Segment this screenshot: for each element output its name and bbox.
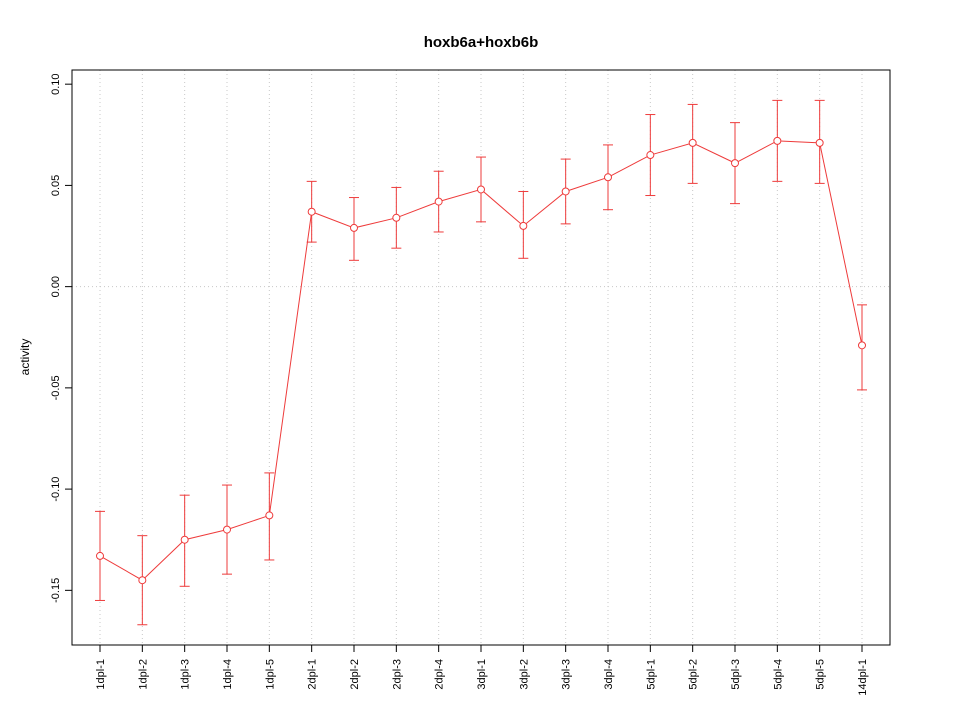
x-tick-label: 5dpl-1: [645, 659, 657, 690]
y-tick-label: 0.00: [50, 276, 62, 297]
x-tick-label: 1dpl-2: [137, 659, 149, 690]
data-point-marker: [223, 525, 231, 534]
x-tick-label: 3dpl-3: [561, 659, 573, 690]
data-point-marker: [265, 511, 274, 520]
x-tick-label: 2dpl-2: [349, 659, 361, 690]
x-tick-label: 1dpl-1: [95, 659, 107, 690]
data-point-marker: [604, 173, 612, 182]
data-point-marker: [350, 223, 358, 232]
x-tick-label: 2dpl-1: [307, 659, 319, 690]
data-point-marker: [96, 551, 104, 560]
data-point-marker: [773, 136, 782, 145]
x-tick-label: 2dpl-3: [391, 659, 403, 690]
y-tick-label: -0.10: [50, 477, 62, 502]
y-tick-label: -0.05: [50, 375, 62, 400]
plot-border: [71, 69, 891, 646]
x-tick-label: 2dpl-4: [434, 659, 446, 690]
data-point-marker: [307, 207, 316, 216]
x-tick-label: 5dpl-3: [730, 659, 742, 690]
y-tick-label: 0.10: [50, 73, 62, 94]
x-tick-label: 3dpl-2: [518, 659, 530, 690]
chart-title: hoxb6a+hoxb6b: [423, 34, 539, 51]
data-point-marker: [858, 341, 866, 350]
y-tick-label: -0.15: [50, 578, 62, 603]
x-tick-label: 1dpl-3: [180, 659, 192, 690]
data-point-marker: [392, 213, 401, 222]
x-tick-label: 1dpl-4: [222, 659, 234, 690]
x-tick-label: 1dpl-5: [264, 659, 276, 690]
x-tick-label: 3dpl-1: [476, 659, 488, 690]
data-point-marker: [688, 138, 697, 147]
y-tick-label: 0.05: [50, 175, 62, 196]
data-point-marker: [180, 535, 189, 544]
x-tick-label: 14dpl-1: [857, 659, 869, 696]
x-tick-label: 5dpl-2: [688, 659, 700, 690]
x-tick-label: 3dpl-4: [603, 659, 615, 690]
data-point-marker: [561, 187, 570, 196]
data-point-marker: [519, 221, 528, 230]
x-tick-label: 5dpl-4: [772, 659, 784, 690]
data-point-marker: [646, 151, 655, 160]
data-point-marker: [815, 138, 824, 147]
data-point-marker: [477, 185, 485, 194]
data-point-marker: [731, 159, 739, 168]
x-tick-label: 5dpl-5: [815, 659, 827, 690]
data-point-marker: [434, 197, 443, 206]
data-point-marker: [138, 576, 147, 585]
